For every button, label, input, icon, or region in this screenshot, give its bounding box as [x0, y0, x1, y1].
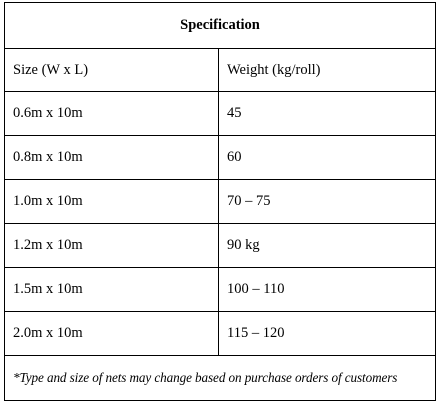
weight-cell: 90 kg: [218, 223, 436, 268]
size-cell: 1.5m x 10m: [4, 267, 219, 312]
weight-cell: 100 – 110: [218, 267, 436, 312]
title-row: Specification: [4, 2, 436, 49]
table-row: 1.0m x 10m 70 – 75: [4, 179, 436, 224]
weight-cell: 60: [218, 135, 436, 180]
table-row: 0.6m x 10m 45: [4, 91, 436, 136]
header-size: Size (W x L): [4, 48, 219, 92]
specification-table: Specification Size (W x L) Weight (kg/ro…: [4, 2, 436, 401]
footnote: *Type and size of nets may change based …: [4, 355, 436, 401]
size-cell: 0.8m x 10m: [4, 135, 219, 180]
size-cell: 0.6m x 10m: [4, 91, 219, 136]
weight-cell: 45: [218, 91, 436, 136]
table-title: Specification: [4, 2, 436, 49]
size-cell: 1.0m x 10m: [4, 179, 219, 224]
size-cell: 2.0m x 10m: [4, 311, 219, 356]
table-row: 1.5m x 10m 100 – 110: [4, 267, 436, 312]
header-weight: Weight (kg/roll): [218, 48, 436, 92]
table-row: 0.8m x 10m 60: [4, 135, 436, 180]
weight-cell: 70 – 75: [218, 179, 436, 224]
note-row: *Type and size of nets may change based …: [4, 355, 436, 401]
weight-cell: 115 – 120: [218, 311, 436, 356]
header-row: Size (W x L) Weight (kg/roll): [4, 48, 436, 92]
size-cell: 1.2m x 10m: [4, 223, 219, 268]
table-row: 1.2m x 10m 90 kg: [4, 223, 436, 268]
table-row: 2.0m x 10m 115 – 120: [4, 311, 436, 356]
